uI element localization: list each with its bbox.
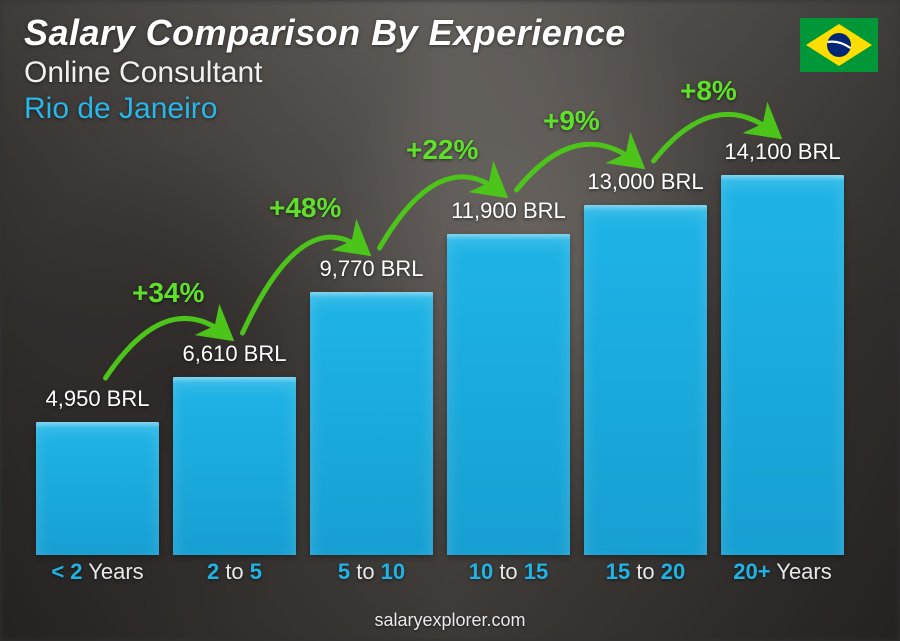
bar bbox=[310, 292, 433, 555]
x-axis-label: < 2 Years bbox=[36, 559, 159, 595]
chart-title: Salary Comparison By Experience bbox=[24, 12, 626, 54]
bar-value-label: 13,000 BRL bbox=[587, 169, 703, 195]
x-axis-label: 10 to 15 bbox=[447, 559, 570, 595]
pct-change-label: +22% bbox=[406, 134, 478, 166]
footer-attribution: salaryexplorer.com bbox=[0, 610, 900, 631]
bar bbox=[721, 175, 844, 555]
x-axis-label: 5 to 10 bbox=[310, 559, 433, 595]
pct-change-label: +8% bbox=[680, 75, 737, 107]
pct-change-label: +34% bbox=[132, 277, 204, 309]
pct-change-label: +9% bbox=[543, 105, 600, 137]
bar bbox=[173, 377, 296, 555]
bar bbox=[36, 422, 159, 555]
pct-change-label: +48% bbox=[269, 192, 341, 224]
content-root: Salary Comparison By Experience Online C… bbox=[0, 0, 900, 641]
bar-value-label: 11,900 BRL bbox=[451, 198, 566, 224]
bar-column: 13,000 BRL bbox=[584, 169, 707, 555]
x-axis-label: 2 to 5 bbox=[173, 559, 296, 595]
bar-value-label: 6,610 BRL bbox=[183, 341, 287, 367]
bar-column: 14,100 BRL bbox=[721, 139, 844, 555]
x-axis-label: 15 to 20 bbox=[584, 559, 707, 595]
bar-value-label: 14,100 BRL bbox=[724, 139, 840, 165]
bar-column: 4,950 BRL bbox=[36, 386, 159, 555]
bar-column: 11,900 BRL bbox=[447, 198, 570, 555]
bar bbox=[584, 205, 707, 555]
flag-icon bbox=[800, 18, 878, 72]
bar-column: 6,610 BRL bbox=[173, 341, 296, 555]
bar bbox=[447, 234, 570, 555]
x-axis-label: 20+ Years bbox=[721, 559, 844, 595]
bar-value-label: 9,770 BRL bbox=[320, 256, 424, 282]
bar-value-label: 4,950 BRL bbox=[46, 386, 150, 412]
bar-chart: 4,950 BRL 6,610 BRL 9,770 BRL 11,900 BRL 13,… bbox=[30, 75, 850, 595]
bar-column: 9,770 BRL bbox=[310, 256, 433, 555]
x-axis-labels: < 2 Years 2 to 5 5 to 10 10 to 15 15 to 20 20… bbox=[30, 559, 850, 595]
